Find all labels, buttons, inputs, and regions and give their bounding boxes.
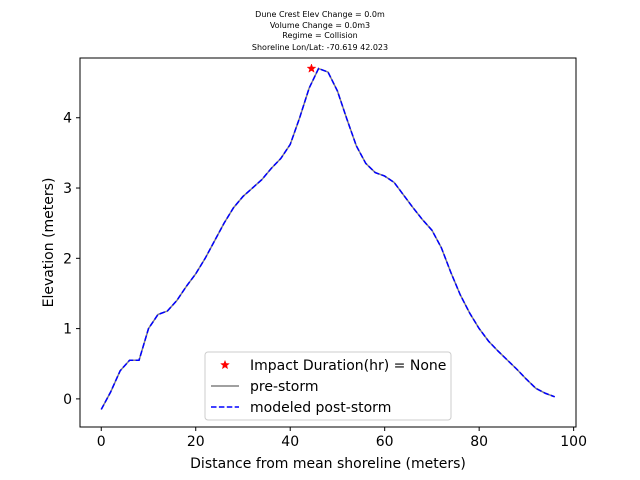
y-tick-label: 0 [63,392,72,408]
legend-label: modeled post-storm [250,400,391,416]
x-axis-label: Distance from mean shoreline (meters) [190,456,466,472]
series-line-post-storm [100,67,556,410]
x-tick-label: 80 [470,434,488,450]
title-line-2: Regime = Collision [282,31,357,40]
axis-ticks: 0 20 40 60 80 100 0 1 2 3 4 [63,111,587,450]
x-tick-label: 100 [560,434,587,450]
title-line-3: Shoreline Lon/Lat: -70.619 42.023 [252,43,388,52]
title-line-1: Volume Change = 0.0m3 [270,21,370,30]
legend-label: Impact Duration(hr) = None [250,358,446,374]
y-tick-label: 4 [63,111,72,127]
x-tick-label: 60 [376,434,394,450]
chart-title: Dune Crest Elev Change = 0.0m Volume Cha… [252,10,388,52]
y-axis-label: Elevation (meters) [41,178,57,308]
title-line-0: Dune Crest Elev Change = 0.0m [255,10,385,19]
x-tick-label: 20 [187,434,205,450]
legend-label: pre-storm [250,379,319,395]
x-tick-label: 40 [281,434,299,450]
legend-handle-star [220,359,230,370]
y-tick-label: 1 [63,322,72,338]
x-tick-label: 0 [97,434,106,450]
legend: Impact Duration(hr) = None pre-storm model… [204,351,452,421]
y-tick-label: 2 [63,251,72,267]
plot-area [100,63,556,410]
axes-frame [79,57,577,428]
impact-star-marker [306,63,317,73]
legend-box [204,351,452,421]
y-tick-label: 3 [63,181,72,197]
